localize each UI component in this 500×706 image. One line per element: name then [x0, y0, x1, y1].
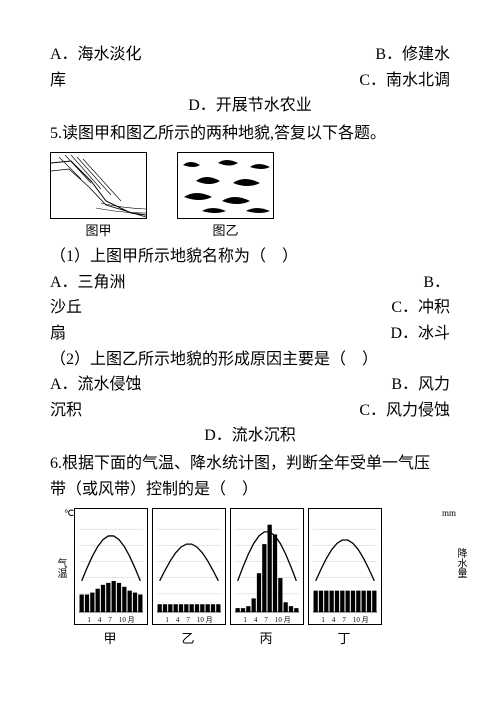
opt-b-cont: 库	[50, 68, 66, 94]
q5-part2: （2）上图乙所示地貌的形成原因主要是（ ）	[50, 347, 450, 373]
q6-stem1: 6.根据下面的气温、降水统计图，判断全年受单一气压	[50, 451, 450, 477]
fig-yi-label: 图乙	[177, 221, 274, 242]
q6-stem2: 带（或风带）控制的是（ ）	[50, 477, 450, 503]
climate-chart-bing: 1 4 7 10 月丙	[230, 508, 302, 650]
q5p2-opt-d: D．流水沉积	[204, 427, 296, 444]
q5p2-opt-c: C．风力侵蚀	[359, 398, 450, 424]
q5: 5.读图甲和图乙所示的两种地貌,答复以下各题。 图甲	[50, 121, 450, 449]
chart-label: 乙	[152, 629, 224, 650]
q5p1-opt-b-cont: 沙丘	[50, 295, 82, 321]
q5p1-opt-c-cont: 扇	[50, 321, 66, 347]
q5p2-opt-b-cont: 沉积	[50, 398, 82, 424]
q4-options: A．海水淡化 B．修建水 库 C．南水北调 D．开展节水农业	[50, 42, 450, 119]
y-right-label: 降水量	[452, 548, 468, 578]
q5p1-opt-d: D．冰斗	[390, 321, 450, 347]
svg-text:1 4 7 10 月: 1 4 7 10 月	[165, 616, 212, 624]
q5p2-opt-b: B．风力	[391, 372, 450, 398]
fig-jia-label: 图甲	[50, 221, 147, 242]
unit-c: ℃	[64, 506, 74, 520]
q5p1-opt-b: B．	[423, 270, 450, 296]
q5p1-opt-c: C．冲积	[391, 295, 450, 321]
alluvial-fan-icon	[51, 153, 146, 218]
svg-text:1 4 7 10 月: 1 4 7 10 月	[243, 616, 290, 624]
q6-charts: 1 4 7 10 月甲1 4 7 10 月乙1 4 7 10 月丙1 4 7 1…	[74, 508, 450, 650]
climate-chart-yi: 1 4 7 10 月乙	[152, 508, 224, 650]
y-left-label: 气温	[52, 558, 68, 578]
opt-d: D．开展节水农业	[188, 97, 312, 114]
opt-c: C．南水北调	[359, 68, 450, 94]
climate-chart-ding: 1 4 7 10 月丁	[308, 508, 380, 650]
chart-label: 甲	[74, 629, 146, 650]
unit-mm: mm	[442, 506, 456, 520]
svg-text:1 4 7 10 月: 1 4 7 10 月	[321, 616, 368, 624]
figure-jia: 图甲	[50, 152, 147, 242]
opt-a: A．海水淡化	[50, 42, 142, 68]
svg-text:1 4 7 10 月: 1 4 7 10 月	[87, 616, 134, 624]
q5-part1: （1）上图甲所示地貌名称为（ ）	[50, 244, 450, 270]
q5-figures: 图甲 图乙	[50, 152, 450, 242]
figure-yi: 图乙	[177, 152, 274, 242]
opt-b: B．修建水	[375, 42, 450, 68]
chart-label: 丙	[230, 629, 302, 650]
chart-label: 丁	[308, 629, 380, 650]
q5-stem: 5.读图甲和图乙所示的两种地貌,答复以下各题。	[50, 121, 450, 147]
q5p1-opt-a: A．三角洲	[50, 270, 126, 296]
q5p2-opt-a: A．流水侵蚀	[50, 372, 142, 398]
dune-icon	[178, 153, 273, 218]
climate-chart-jia: 1 4 7 10 月甲	[74, 508, 146, 650]
q6: 6.根据下面的气温、降水统计图，判断全年受单一气压 带（或风带）控制的是（ ） …	[50, 451, 450, 650]
